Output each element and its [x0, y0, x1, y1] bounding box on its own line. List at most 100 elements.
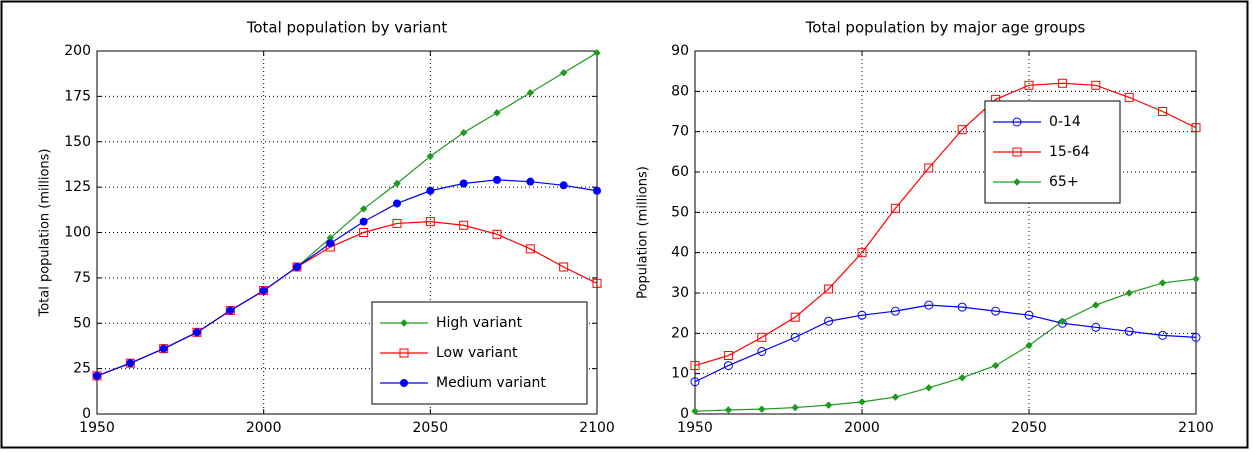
chart-title: Total population by major age groups	[805, 19, 1086, 37]
y-tick-label: 10	[671, 366, 689, 382]
x-tick-label: 2000	[246, 420, 282, 436]
marker	[858, 398, 866, 406]
marker	[392, 218, 402, 228]
marker	[400, 379, 408, 387]
marker	[758, 405, 766, 413]
marker	[593, 49, 601, 57]
x-tick-label: 2000	[844, 420, 880, 436]
marker	[1191, 332, 1201, 342]
chart-title: Total population by variant	[246, 19, 448, 37]
marker	[359, 217, 368, 226]
marker	[492, 229, 502, 239]
marker	[1158, 279, 1167, 287]
marker	[1191, 123, 1201, 133]
marker	[1124, 92, 1134, 102]
series-line	[96, 179, 598, 377]
marker	[1125, 289, 1133, 297]
marker	[193, 328, 201, 337]
marker	[1092, 301, 1100, 309]
y-tick-label: 150	[64, 134, 91, 150]
marker	[1091, 80, 1101, 90]
y-tick-label: 50	[671, 204, 689, 220]
marker	[1058, 317, 1067, 325]
marker	[459, 128, 468, 137]
legend-label: High variant	[436, 315, 523, 331]
marker	[890, 203, 900, 213]
y-tick-label: 0	[82, 406, 91, 422]
marker	[1091, 322, 1101, 332]
marker	[690, 361, 700, 371]
marker	[459, 179, 468, 188]
y-tick-label: 25	[73, 361, 91, 377]
y-tick-label: 20	[671, 325, 689, 341]
legend-label: 15-64	[1049, 144, 1090, 160]
marker	[426, 186, 435, 195]
marker	[957, 125, 967, 135]
legend-label: 0-14	[1049, 114, 1081, 130]
marker	[399, 348, 409, 358]
marker	[359, 228, 369, 237]
marker	[1024, 310, 1034, 320]
marker	[326, 239, 335, 248]
y-axis-label: Total population (millions)	[38, 148, 53, 317]
marker	[957, 302, 967, 312]
y-tick-label: 175	[64, 88, 91, 104]
x-tick-label: 1950	[677, 420, 713, 436]
marker	[824, 284, 834, 294]
marker	[891, 393, 900, 401]
marker	[1158, 330, 1168, 340]
marker	[1057, 78, 1067, 88]
marker	[226, 306, 235, 315]
marker	[924, 163, 934, 173]
marker	[126, 359, 135, 368]
marker	[493, 175, 501, 184]
x-tick-label: 1950	[79, 420, 115, 436]
series-line	[694, 304, 1197, 383]
marker	[559, 69, 568, 77]
marker	[526, 89, 535, 97]
marker	[592, 278, 602, 288]
x-tick-label: 2100	[1178, 420, 1214, 436]
marker	[559, 181, 568, 190]
y-tick-label: 40	[671, 245, 689, 261]
marker	[593, 186, 601, 195]
y-tick-label: 90	[671, 43, 689, 59]
marker	[790, 332, 800, 342]
marker	[259, 286, 268, 295]
y-axis-label: Population (millions)	[636, 166, 651, 299]
plot-frame	[694, 50, 1197, 415]
marker	[1024, 80, 1034, 90]
marker	[1158, 107, 1168, 116]
legend-label: Low variant	[436, 345, 518, 361]
marker	[824, 401, 833, 409]
plot-frame	[96, 50, 598, 415]
marker	[757, 346, 767, 356]
marker	[824, 316, 834, 326]
x-tick-label: 2050	[413, 420, 449, 436]
marker	[1012, 117, 1022, 127]
legend-label: 65+	[1049, 174, 1079, 190]
marker	[857, 248, 867, 258]
y-tick-label: 60	[671, 164, 689, 180]
marker	[525, 244, 535, 254]
marker	[359, 205, 368, 213]
y-tick-label: 70	[671, 124, 689, 140]
marker	[790, 312, 800, 322]
marker	[459, 220, 469, 230]
series-line	[694, 278, 1197, 412]
marker	[925, 384, 933, 392]
marker	[1025, 341, 1033, 350]
marker	[393, 179, 401, 188]
marker	[757, 332, 767, 342]
marker	[691, 407, 699, 415]
y-tick-label: 100	[64, 225, 91, 241]
y-tick-label: 80	[671, 83, 689, 99]
marker	[991, 361, 1000, 370]
marker	[293, 262, 301, 271]
marker	[723, 351, 733, 361]
marker	[93, 371, 101, 380]
marker	[791, 403, 799, 412]
marker	[1192, 275, 1200, 283]
